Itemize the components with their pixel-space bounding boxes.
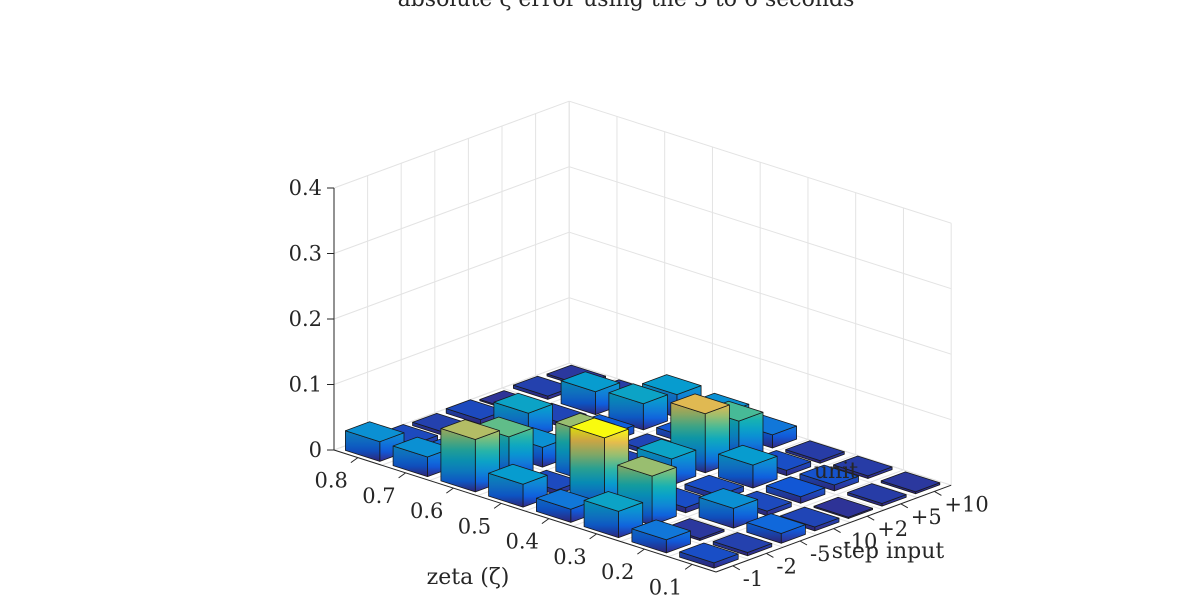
bar-top-face — [560, 371, 621, 393]
bar-top-face — [642, 374, 702, 396]
bar-front-face — [651, 466, 677, 526]
bar-top-face — [746, 513, 806, 534]
bar-top-face — [440, 419, 500, 440]
zeta-tick-mark — [493, 502, 502, 509]
bar — [813, 496, 873, 519]
z-tick-label: 0.2 — [289, 307, 322, 331]
bar-top-face — [785, 440, 845, 462]
bar-top-face — [718, 444, 778, 466]
zeta-axis-line — [333, 449, 717, 573]
bar-top-face — [712, 532, 773, 553]
zeta-tick-label: 0.7 — [362, 484, 395, 508]
zeta-tick-label: 0.2 — [601, 560, 634, 584]
grid-line-back-z — [569, 166, 952, 290]
z-tick-label: 0.3 — [289, 242, 322, 266]
zeta-tick-mark — [446, 487, 454, 494]
bar — [785, 440, 845, 464]
grid-line-left-z — [333, 100, 570, 189]
chart-title: absolute ζ error using the 3 to 6 second… — [398, 0, 855, 12]
zeta-tick-label: 0.5 — [458, 514, 491, 538]
bar — [880, 471, 941, 495]
step-tick-label: -2 — [776, 554, 796, 578]
zeta-tick-mark — [637, 548, 645, 555]
bar-top-face — [583, 491, 644, 512]
step-tick-label: +10 — [944, 492, 988, 516]
bar-top-face — [847, 483, 907, 504]
bar — [488, 463, 548, 508]
labels-group: 00.10.20.30.40.80.70.60.50.40.30.20.1 -1-… — [289, 176, 989, 599]
zeta-tick-mark — [684, 563, 693, 570]
bar-top-face — [880, 471, 941, 493]
grid-line-left-z — [333, 166, 570, 254]
grid-line-floor — [668, 469, 904, 558]
step-tick-mark — [866, 515, 875, 521]
bar-top-face — [569, 417, 629, 439]
bar-top-face — [698, 488, 759, 509]
bar — [679, 542, 739, 569]
zeta-tick-mark — [398, 472, 406, 479]
bar — [712, 532, 773, 557]
step-tick-mark — [766, 552, 774, 558]
bar-top-face — [631, 519, 691, 541]
bar — [765, 476, 826, 504]
grid-line-back-z — [569, 231, 952, 355]
zeta-tick-mark — [541, 518, 550, 525]
grid-line-left-z — [333, 297, 570, 385]
bar-top-face — [833, 455, 893, 477]
bar-top-face — [488, 463, 548, 485]
step-tick-label: -1 — [743, 567, 763, 591]
bar-top-face — [344, 421, 405, 443]
zeta-tick-label: 0.6 — [410, 499, 443, 523]
grid-line-back-z — [569, 297, 952, 421]
z-tick-label: 0.4 — [289, 176, 322, 200]
step-tick-mark — [934, 490, 942, 496]
z-tick-label: 0 — [309, 438, 322, 462]
bar — [799, 464, 859, 492]
step-tick-mark — [833, 528, 841, 534]
bar-top-face — [617, 455, 677, 477]
zeta-tick-label: 0.4 — [505, 530, 538, 554]
bar — [718, 444, 778, 489]
step-tick-label: -5 — [810, 542, 830, 566]
step-tick-label: -10 — [844, 530, 878, 554]
step-tick-label: +2 — [877, 517, 908, 541]
bar-top-face — [636, 438, 697, 460]
bar-top-face — [679, 542, 739, 564]
bar — [569, 417, 629, 511]
zeta-tick-label: 0.1 — [649, 575, 682, 599]
y-axis-unit-annotation: unit — [814, 459, 858, 484]
zeta-tick-mark — [350, 457, 359, 464]
bars-group — [344, 364, 941, 569]
bar-top-face — [670, 393, 730, 415]
bar-top-face — [608, 383, 668, 405]
bar-top-face — [780, 506, 840, 528]
x-axis-label: zeta (ζ) — [427, 565, 510, 590]
step-tick-mark — [799, 540, 808, 546]
zeta-tick-mark — [589, 533, 597, 540]
y-axis-label: step input — [832, 539, 945, 564]
bar-top-face — [813, 496, 873, 518]
zeta-tick-label: 0.8 — [314, 469, 347, 493]
zeta-tick-label: 0.3 — [553, 545, 586, 569]
bar — [746, 513, 806, 544]
bar — [631, 519, 691, 554]
bar-top-face — [799, 464, 859, 486]
z-tick-label: 0.1 — [289, 373, 322, 397]
grid-line-back-z — [569, 100, 952, 224]
bar-top-face — [493, 392, 553, 414]
step-tick-mark — [900, 503, 909, 509]
bar — [833, 455, 893, 479]
step-tick-label: +5 — [911, 505, 942, 529]
bar — [847, 483, 907, 507]
bar-top-face — [765, 476, 826, 498]
step-tick-mark — [732, 565, 741, 571]
grid-line-left-z — [333, 231, 570, 320]
